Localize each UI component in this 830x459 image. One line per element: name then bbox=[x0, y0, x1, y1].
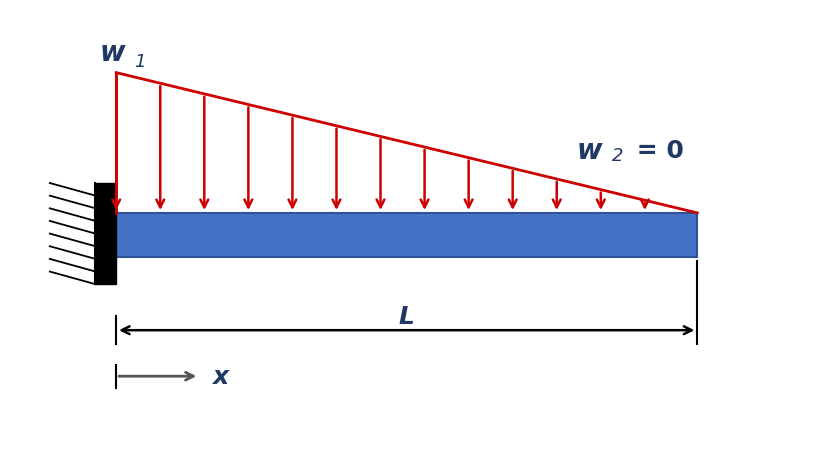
Bar bbox=[116, 213, 697, 257]
Text: 2: 2 bbox=[612, 146, 623, 164]
Text: L: L bbox=[398, 304, 415, 328]
Text: w: w bbox=[100, 39, 124, 67]
Text: x: x bbox=[212, 364, 227, 388]
Bar bbox=[95, 184, 116, 285]
Text: w: w bbox=[577, 136, 602, 164]
Text: 1: 1 bbox=[134, 53, 146, 71]
Text: = 0: = 0 bbox=[628, 139, 684, 162]
